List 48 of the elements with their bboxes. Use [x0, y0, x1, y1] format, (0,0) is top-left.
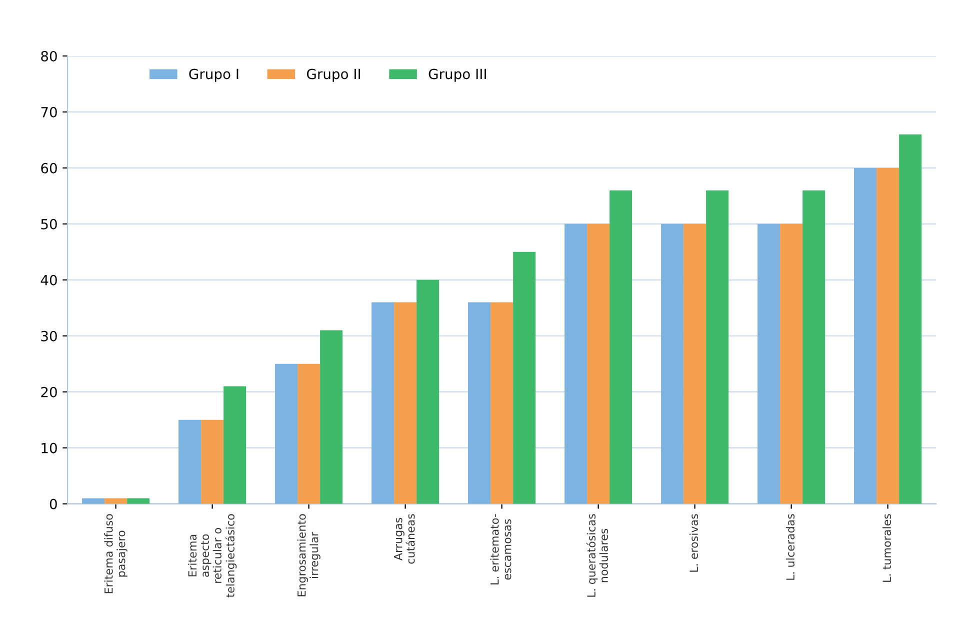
bar	[178, 420, 202, 504]
legend-label: Grupo II	[306, 68, 360, 82]
bar	[468, 302, 491, 504]
y-tick-label: 20	[41, 386, 57, 398]
bar	[82, 498, 105, 504]
y-tick-label: 70	[41, 106, 57, 118]
bar	[564, 224, 588, 504]
bar	[854, 168, 877, 504]
bar	[127, 498, 150, 504]
legend-label: Grupo III	[428, 68, 486, 82]
y-tick-label: 50	[41, 218, 57, 230]
bar	[706, 190, 729, 504]
bar	[224, 386, 246, 504]
bar	[758, 224, 780, 504]
bar	[684, 224, 706, 504]
bar	[490, 302, 514, 504]
y-tick-label: 40	[40, 274, 57, 286]
bar	[320, 330, 343, 504]
bar	[513, 252, 536, 504]
x-tick-label: Arrugas cutáneas	[394, 514, 415, 564]
bar	[298, 364, 320, 504]
x-tick-label: Eritema aspecto reticular o telangiectásico	[188, 514, 237, 598]
bar	[610, 190, 632, 504]
bar	[802, 190, 826, 504]
x-tick-label: Eritema difuso pasajero	[104, 514, 128, 594]
bar	[587, 224, 610, 504]
bar	[394, 302, 417, 504]
legend-label: Grupo I	[189, 68, 238, 82]
y-tick-label: 10	[42, 442, 57, 454]
x-tick-label: Engrosamiento irregular	[297, 514, 320, 596]
bar	[780, 224, 803, 504]
y-tick-label: 60	[41, 162, 57, 174]
bar	[661, 224, 684, 504]
bar	[372, 302, 394, 504]
x-tick-label: L. ulceradas	[786, 514, 795, 580]
x-tick-label: L. erosivas	[689, 514, 698, 572]
y-tick-label: 0	[50, 498, 57, 510]
bar	[899, 134, 922, 504]
y-tick-label: 80	[41, 50, 57, 62]
y-tick-label: 30	[41, 330, 57, 342]
x-tick-label: L. tumorales	[882, 514, 892, 582]
bar	[275, 364, 298, 504]
bar	[416, 280, 440, 504]
bar	[104, 498, 128, 504]
x-tick-label: L. eritemato- escamosas	[490, 514, 512, 584]
bar	[201, 420, 224, 504]
bar	[876, 168, 900, 504]
x-tick-label: L. queratósicas nodulares	[586, 514, 608, 597]
